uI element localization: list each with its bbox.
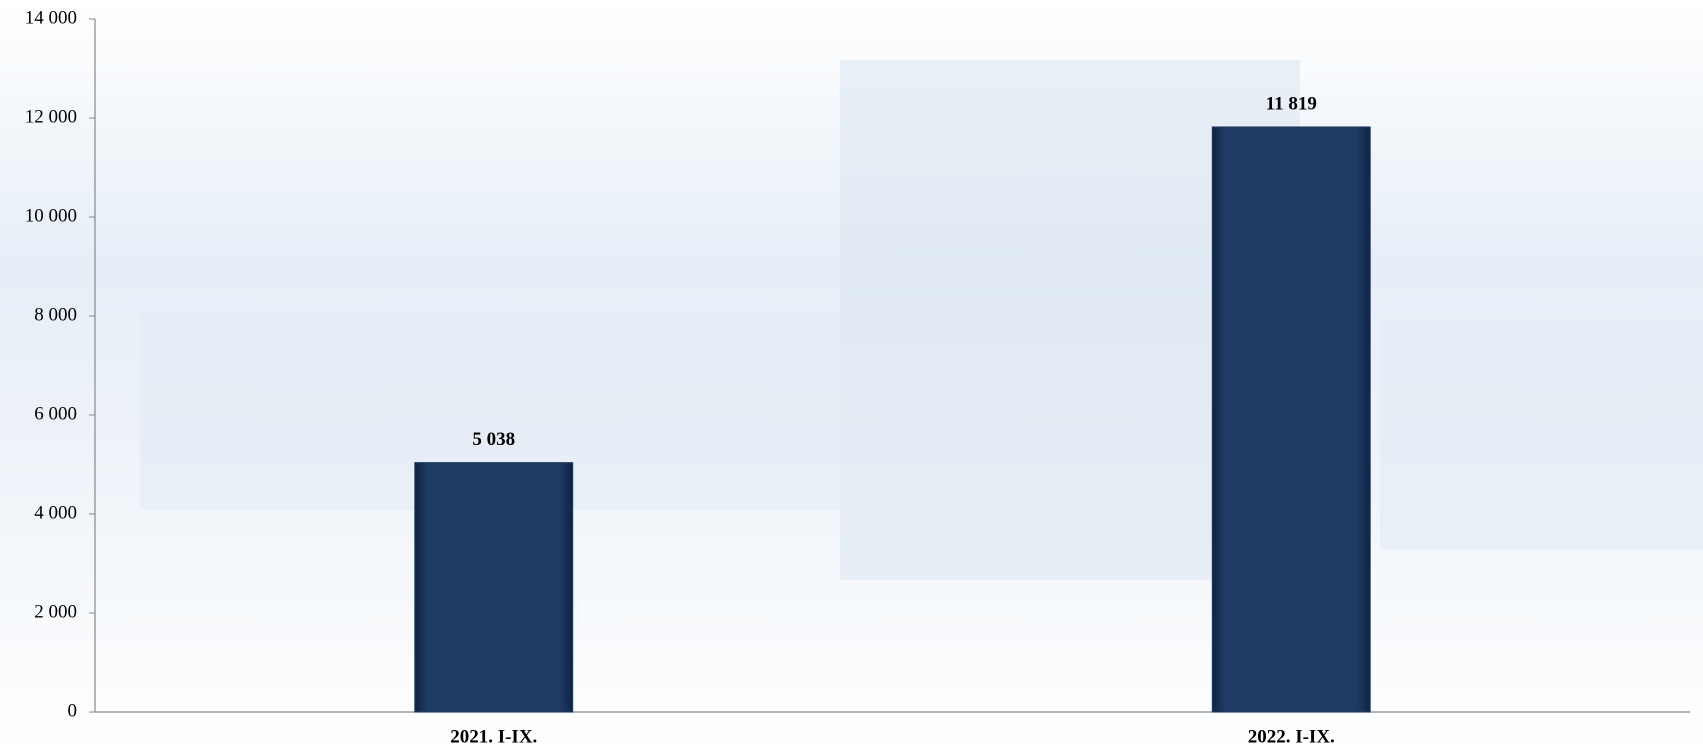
x-tick-label: 2021. I-IX.: [450, 726, 537, 747]
x-tick-label: 2022. I-IX.: [1248, 726, 1335, 747]
y-tick-label: 4 000: [34, 502, 77, 523]
value-label: 11 819: [1266, 93, 1317, 114]
y-tick-label: 14 000: [25, 7, 77, 28]
y-tick-label: 10 000: [25, 205, 77, 226]
bar: [1211, 126, 1371, 713]
y-tick-label: 2 000: [34, 601, 77, 622]
y-tick-label: 6 000: [34, 403, 77, 424]
y-tick-label: 12 000: [25, 106, 77, 127]
background-building: [1380, 320, 1703, 550]
bar: [414, 462, 574, 713]
value-label: 5 038: [472, 429, 515, 450]
y-tick-label: 0: [68, 700, 78, 721]
y-tick-label: 8 000: [34, 304, 77, 325]
